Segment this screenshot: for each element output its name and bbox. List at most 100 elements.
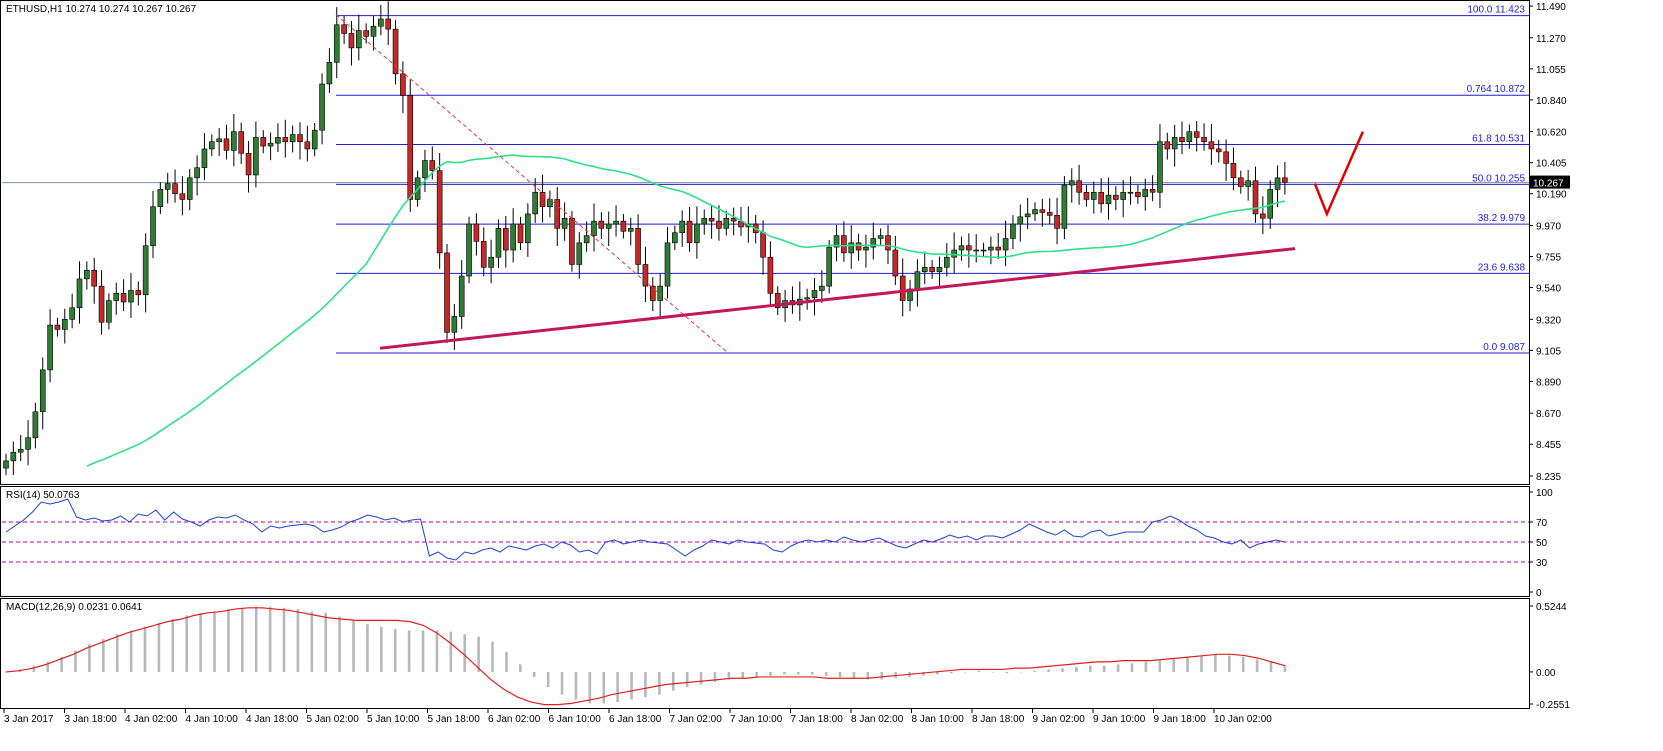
time-axis-label: 6 Jan 02:00 bbox=[488, 714, 541, 725]
candle-body bbox=[275, 137, 281, 144]
current-price-label: 10.267 bbox=[1533, 179, 1564, 190]
candle-body bbox=[113, 293, 120, 301]
candle-body bbox=[473, 223, 480, 242]
macd-histogram-bar bbox=[658, 671, 661, 695]
macd-histogram-bar bbox=[129, 630, 133, 672]
candle-body bbox=[708, 217, 715, 222]
macd-histogram-bar bbox=[46, 661, 50, 672]
candle-body bbox=[1274, 177, 1281, 190]
macd-histogram-bar bbox=[143, 626, 147, 672]
macd-histogram-bar bbox=[991, 671, 995, 673]
macd-histogram-bar bbox=[630, 671, 633, 700]
candle-body bbox=[341, 24, 347, 34]
candle-body bbox=[282, 137, 289, 143]
candle-body bbox=[870, 238, 877, 248]
candle-body bbox=[1245, 180, 1251, 187]
candle-body bbox=[407, 95, 414, 200]
candle-body bbox=[1120, 191, 1126, 200]
candle-body bbox=[966, 245, 972, 251]
candle-body bbox=[620, 220, 627, 232]
price-axis-label: 9.105 bbox=[1536, 346, 1561, 357]
candle-body bbox=[289, 134, 296, 143]
fib-level-label: 23.6 9.638 bbox=[1478, 262, 1526, 273]
macd-histogram-bar bbox=[532, 671, 536, 677]
candle-body bbox=[811, 290, 818, 298]
macd-histogram-bar bbox=[727, 671, 731, 680]
macd-histogram-bar bbox=[574, 671, 578, 700]
candle-body bbox=[613, 220, 619, 225]
candle-body bbox=[1127, 191, 1134, 194]
time-axis-label: 6 Jan 18:00 bbox=[609, 714, 662, 725]
candle-body bbox=[84, 269, 90, 280]
candle-body bbox=[1149, 189, 1156, 193]
macd-histogram-bar bbox=[407, 630, 411, 672]
candle-body bbox=[598, 220, 605, 229]
macd-histogram-bar bbox=[393, 629, 397, 672]
time-axis-label: 8 Jan 02:00 bbox=[851, 714, 904, 725]
candle-body bbox=[172, 183, 178, 195]
candle-body bbox=[1282, 177, 1288, 183]
macd-histogram-bar bbox=[102, 639, 105, 672]
candle-body bbox=[1091, 191, 1097, 200]
macd-histogram-bar bbox=[338, 616, 341, 672]
macd-histogram-bar bbox=[1033, 670, 1036, 672]
candle-body bbox=[458, 275, 465, 317]
macd-histogram-bar bbox=[1186, 656, 1189, 672]
macd-histogram-bar bbox=[32, 665, 36, 672]
candle-body bbox=[304, 141, 311, 150]
candle-body bbox=[899, 275, 906, 301]
time-axis-label: 5 Jan 02:00 bbox=[307, 714, 360, 725]
candle-body bbox=[929, 267, 935, 272]
time-axis-label: 4 Jan 02:00 bbox=[125, 714, 178, 725]
macd-histogram-bar bbox=[1172, 659, 1175, 672]
macd-histogram-bar bbox=[185, 615, 189, 672]
macd-histogram-bar bbox=[1102, 665, 1106, 672]
candle-body bbox=[1010, 223, 1016, 239]
macd-histogram-bar bbox=[115, 634, 119, 672]
macd-header: MACD(12,26,9) 0.0231 0.0641 bbox=[6, 602, 143, 613]
price-axis-label: 10.620 bbox=[1536, 128, 1567, 139]
candle-body bbox=[378, 18, 384, 27]
macd-histogram-bar bbox=[1283, 665, 1287, 672]
macd-histogram-bar bbox=[1005, 671, 1009, 674]
candle-body bbox=[385, 18, 392, 30]
macd-histogram-bar bbox=[783, 671, 786, 675]
macd-histogram-bar bbox=[741, 671, 745, 679]
candle-body bbox=[216, 138, 222, 143]
price-axis-label: 9.540 bbox=[1536, 284, 1561, 295]
candle-body bbox=[1142, 189, 1149, 197]
macd-histogram-bar bbox=[1019, 671, 1023, 673]
candle-body bbox=[91, 269, 97, 287]
candle-body bbox=[995, 246, 1002, 251]
forecast-arrow bbox=[1313, 131, 1365, 218]
price-header: ETHUSD,H1 10.274 10.274 10.267 10.267 bbox=[6, 4, 197, 15]
candle-body bbox=[943, 256, 950, 268]
candle-body bbox=[39, 369, 46, 413]
candle-body bbox=[672, 232, 678, 244]
macd-axis-label: 0.00 bbox=[1536, 668, 1556, 679]
candle-body bbox=[1201, 137, 1207, 143]
macd-histogram-bar bbox=[922, 671, 925, 676]
rsi-header: RSI(14) 50.0763 bbox=[6, 490, 80, 501]
fib-level-label: 61.8 10.531 bbox=[1472, 133, 1525, 144]
candle-body bbox=[363, 30, 369, 37]
candle-body bbox=[1179, 137, 1185, 143]
macd-histogram-bar bbox=[699, 671, 703, 685]
candle-body bbox=[25, 437, 31, 450]
candle-body bbox=[716, 220, 722, 229]
candle-body bbox=[47, 324, 53, 371]
time-axis-label: 9 Jan 10:00 bbox=[1093, 714, 1146, 725]
candle-body bbox=[1252, 180, 1259, 215]
rsi-axis-label: 70 bbox=[1536, 518, 1548, 529]
candle-body bbox=[539, 191, 546, 208]
macd-histogram-bar bbox=[449, 631, 453, 672]
rsi-axis-label: 30 bbox=[1536, 558, 1548, 569]
macd-histogram-bar bbox=[519, 664, 522, 672]
macd-histogram-bar bbox=[324, 612, 328, 672]
candle-body bbox=[767, 256, 774, 294]
candle-body bbox=[1039, 209, 1046, 213]
price-axis-label: 9.320 bbox=[1536, 315, 1561, 326]
macd-histogram-bar bbox=[435, 630, 439, 672]
candle-body bbox=[1002, 238, 1009, 251]
